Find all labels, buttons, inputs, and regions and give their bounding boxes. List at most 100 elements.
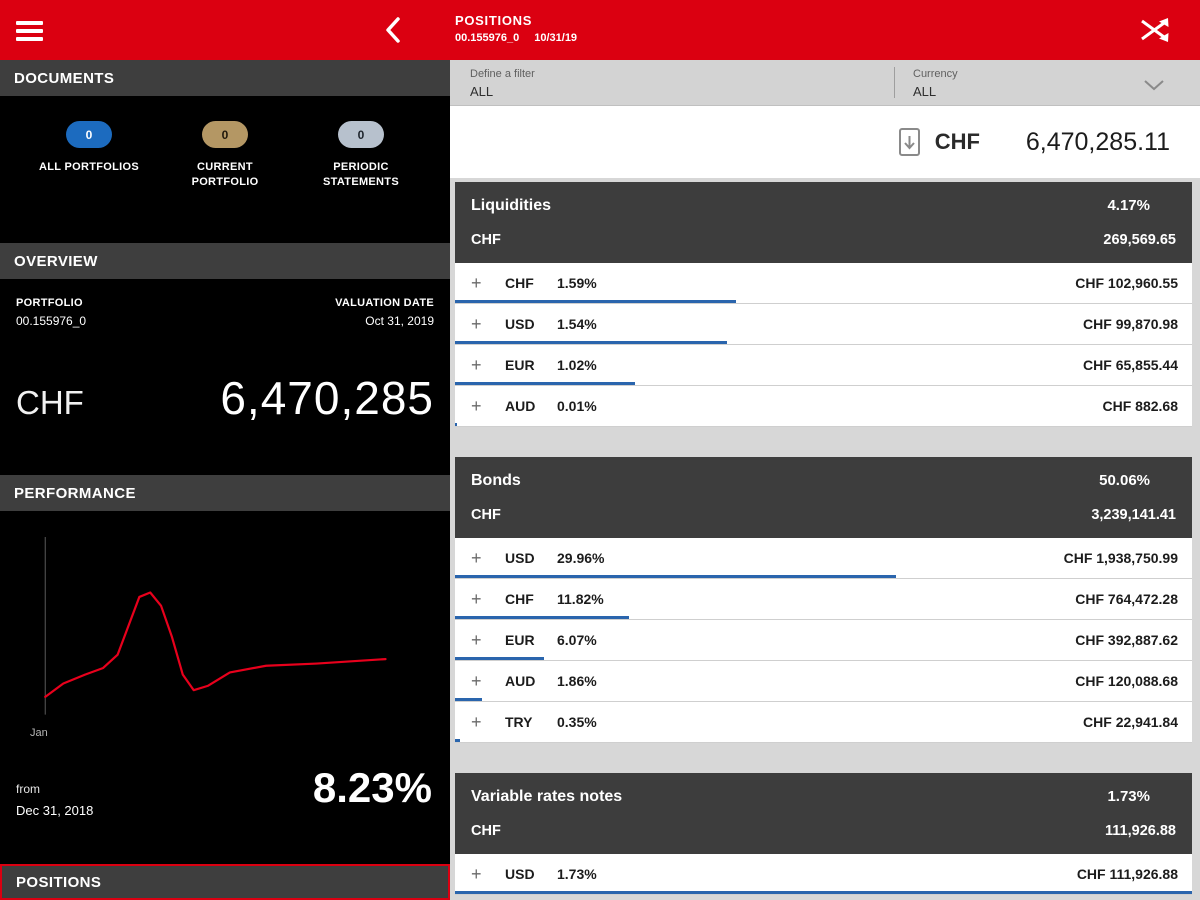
position-row[interactable]: + USD 1.73% CHF 111,926.88	[455, 854, 1192, 895]
section-currency: CHF	[471, 232, 501, 248]
back-chevron-icon	[384, 17, 402, 48]
row-allocation-bar	[455, 657, 545, 660]
row-allocation-bar	[455, 739, 461, 742]
row-currency: USD	[505, 316, 535, 332]
row-currency: CHF	[505, 275, 534, 291]
row-allocation-bar	[455, 382, 636, 385]
section-percent: 1.73%	[1107, 788, 1150, 805]
all-portfolios-label: ALL PORTFOLIOS	[39, 161, 139, 173]
row-amount: CHF 120,088.68	[1075, 673, 1178, 689]
document-download-icon[interactable]	[898, 127, 921, 157]
position-section: Variable rates notes 1.73% CHF 111,926.8…	[455, 773, 1192, 895]
documents-periodic-statements[interactable]: 0 PERIODIC STATEMENTS	[298, 121, 424, 243]
documents-body: 0 ALL PORTFOLIOS 0 CURRENT PORTFOLIO 0 P…	[0, 96, 450, 243]
sidebar-section-documents[interactable]: DOCUMENTS	[0, 60, 450, 96]
chevron-down-icon[interactable]	[1144, 78, 1164, 96]
performance-chart	[38, 537, 400, 759]
row-allocation-bar	[455, 300, 737, 303]
section-header[interactable]: Bonds 50.06% CHF 3,239,141.41	[455, 457, 1192, 538]
menu-icon[interactable]	[16, 17, 43, 45]
page-title-block: POSITIONS 00.155976_0 10/31/19	[455, 13, 577, 44]
position-row[interactable]: + CHF 1.59% CHF 102,960.55	[455, 263, 1192, 304]
section-header[interactable]: Variable rates notes 1.73% CHF 111,926.8…	[455, 773, 1192, 854]
expand-plus-icon[interactable]: +	[471, 272, 482, 293]
documents-title: DOCUMENTS	[14, 69, 115, 87]
row-percent: 0.01%	[557, 398, 597, 414]
row-amount: CHF 22,941.84	[1083, 714, 1178, 730]
section-header[interactable]: Liquidities 4.17% CHF 269,569.65	[455, 182, 1192, 263]
section-title: Variable rates notes	[471, 788, 623, 805]
periodic-statements-count-badge: 0	[338, 121, 384, 148]
valuation-date-label: VALUATION DATE	[335, 297, 434, 309]
row-percent: 0.35%	[557, 714, 597, 730]
expand-plus-icon[interactable]: +	[471, 547, 482, 568]
position-row[interactable]: + USD 29.96% CHF 1,938,750.99	[455, 538, 1192, 579]
positions-title: POSITIONS	[16, 873, 102, 891]
row-percent: 29.96%	[557, 550, 605, 566]
currency-filter-value: ALL	[913, 84, 937, 99]
all-portfolios-count-badge: 0	[66, 121, 112, 148]
periodic-statements-label: PERIODIC STATEMENTS	[323, 161, 399, 189]
row-currency: EUR	[505, 357, 535, 373]
row-amount: CHF 65,855.44	[1083, 357, 1178, 373]
row-amount: CHF 111,926.88	[1076, 866, 1178, 882]
position-row[interactable]: + EUR 1.02% CHF 65,855.44	[455, 345, 1192, 386]
row-amount: CHF 99,870.98	[1083, 316, 1178, 332]
position-row[interactable]: + AUD 0.01% CHF 882.68	[455, 386, 1192, 427]
expand-plus-icon[interactable]: +	[471, 313, 482, 334]
expand-plus-icon[interactable]: +	[471, 863, 482, 884]
row-currency: EUR	[505, 632, 535, 648]
section-amount: 3,239,141.41	[1091, 507, 1176, 523]
expand-plus-icon[interactable]: +	[471, 395, 482, 416]
expand-plus-icon[interactable]: +	[471, 588, 482, 609]
performance-from-date: Dec 31, 2018	[16, 803, 94, 818]
expand-plus-icon[interactable]: +	[471, 711, 482, 732]
performance-from-label: from	[16, 782, 40, 796]
documents-all-portfolios[interactable]: 0 ALL PORTFOLIOS	[26, 121, 152, 243]
row-allocation-bar	[455, 698, 483, 701]
row-allocation-bar	[455, 616, 629, 619]
documents-current-portfolio[interactable]: 0 CURRENT PORTFOLIO	[162, 121, 288, 243]
performance-title: PERFORMANCE	[14, 484, 136, 502]
back-button[interactable]	[384, 16, 402, 49]
row-percent: 11.82%	[557, 591, 604, 607]
row-percent: 1.73%	[557, 866, 597, 882]
positions-panel: Define a filter ALL Currency ALL	[450, 60, 1200, 900]
portfolio-total-row: CHF 6,470,285.11	[450, 106, 1200, 178]
position-row[interactable]: + CHF 11.82% CHF 764,472.28	[455, 579, 1192, 620]
position-row[interactable]: + USD 1.54% CHF 99,870.98	[455, 304, 1192, 345]
positions-sections: Liquidities 4.17% CHF 269,569.65 + CHF 1…	[450, 178, 1200, 900]
row-currency: USD	[505, 550, 535, 566]
row-allocation-bar	[455, 891, 1192, 894]
define-filter-value: ALL	[470, 84, 494, 99]
sidebar-section-positions[interactable]: POSITIONS	[0, 864, 450, 900]
expand-plus-icon[interactable]: +	[471, 629, 482, 650]
position-row[interactable]: + AUD 1.86% CHF 120,088.68	[455, 661, 1192, 702]
sidebar-section-overview[interactable]: OVERVIEW	[0, 243, 450, 279]
row-currency: CHF	[505, 591, 534, 607]
row-percent: 1.02%	[557, 357, 597, 373]
currency-filter-control[interactable]: Currency ALL	[895, 60, 1200, 105]
row-allocation-bar	[455, 575, 897, 578]
transfer-icon[interactable]	[1138, 16, 1172, 49]
filter-bar: Define a filter ALL Currency ALL	[450, 60, 1200, 106]
sidebar-section-performance[interactable]: PERFORMANCE	[0, 475, 450, 511]
position-row[interactable]: + TRY 0.35% CHF 22,941.84	[455, 702, 1192, 743]
overview-total-value: 6,470,285	[220, 372, 434, 424]
row-amount: CHF 764,472.28	[1075, 591, 1178, 607]
row-percent: 1.54%	[557, 316, 597, 332]
total-amount: 6,470,285.11	[1025, 127, 1170, 156]
row-currency: USD	[505, 866, 535, 882]
section-title: Bonds	[471, 472, 521, 489]
expand-plus-icon[interactable]: +	[471, 354, 482, 375]
section-title: Liquidities	[471, 197, 551, 214]
section-percent: 4.17%	[1107, 197, 1150, 214]
expand-plus-icon[interactable]: +	[471, 670, 482, 691]
define-filter-control[interactable]: Define a filter ALL	[450, 60, 894, 105]
section-percent: 50.06%	[1099, 472, 1150, 489]
sidebar: DOCUMENTS 0 ALL PORTFOLIOS 0 CURRENT POR…	[0, 60, 450, 900]
row-percent: 6.07%	[557, 632, 597, 648]
position-row[interactable]: + EUR 6.07% CHF 392,887.62	[455, 620, 1192, 661]
section-amount: 269,569.65	[1103, 232, 1176, 248]
